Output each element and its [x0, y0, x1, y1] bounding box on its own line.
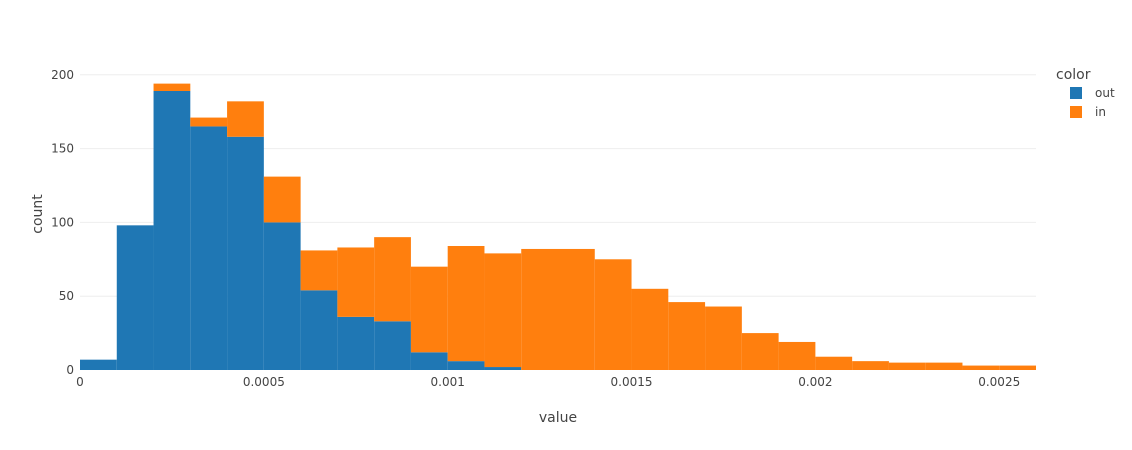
legend-swatch-in[interactable] — [1070, 106, 1082, 118]
bar-in-16[interactable] — [668, 302, 706, 370]
bar-out-0[interactable] — [80, 359, 117, 370]
bar-in-9[interactable] — [410, 266, 448, 353]
y-tick-label-1: 50 — [59, 289, 74, 303]
bar-in-14[interactable] — [594, 259, 632, 370]
x-tick-label-0: 0 — [76, 375, 84, 389]
legend-label-out[interactable]: out — [1095, 86, 1115, 100]
bar-in-6[interactable] — [300, 250, 338, 291]
bar-out-9[interactable] — [410, 352, 448, 370]
bar-in-21[interactable] — [852, 361, 889, 370]
bar-out-5[interactable] — [263, 222, 301, 370]
x-axis-title: value — [539, 410, 577, 426]
bar-out-3[interactable] — [190, 126, 228, 370]
bar-in-20[interactable] — [815, 356, 853, 370]
bar-in-22[interactable] — [888, 362, 926, 370]
bars — [80, 83, 1036, 370]
bar-in-3[interactable] — [190, 117, 228, 127]
legend[interactable]: color out in — [1056, 67, 1115, 119]
bar-in-23[interactable] — [925, 362, 963, 370]
bar-in-19[interactable] — [778, 341, 816, 370]
x-tick-label-3: 0.0015 — [611, 375, 653, 389]
bar-out-2[interactable] — [153, 91, 191, 370]
bar-out-6[interactable] — [300, 290, 338, 370]
y-axis-ticks: 0 50 100 150 200 — [51, 68, 74, 377]
bar-out-11[interactable] — [484, 367, 522, 370]
bar-in-5[interactable] — [263, 176, 301, 223]
x-axis-ticks: 0 0.0005 0.001 0.0015 0.002 0.0025 — [76, 375, 1020, 389]
bar-in-2[interactable] — [153, 83, 191, 91]
bar-in-4[interactable] — [227, 101, 264, 137]
bar-in-12[interactable] — [521, 248, 558, 370]
x-tick-label-1: 0.0005 — [243, 375, 285, 389]
bar-in-10[interactable] — [447, 246, 485, 362]
y-tick-label-2: 100 — [51, 215, 74, 229]
bar-out-4[interactable] — [227, 136, 264, 370]
x-tick-label-4: 0.002 — [798, 375, 832, 389]
y-tick-label-0: 0 — [66, 363, 74, 377]
x-tick-label-5: 0.0025 — [978, 375, 1020, 389]
bar-in-15[interactable] — [631, 288, 669, 370]
bar-in-8[interactable] — [374, 237, 411, 322]
x-tick-label-2: 0.001 — [431, 375, 465, 389]
legend-label-in[interactable]: in — [1095, 105, 1106, 119]
y-tick-label-4: 200 — [51, 68, 74, 82]
bar-in-7[interactable] — [337, 247, 375, 317]
bar-in-13[interactable] — [558, 248, 595, 370]
bar-in-11[interactable] — [484, 253, 522, 368]
bar-out-8[interactable] — [374, 321, 411, 370]
legend-swatch-out[interactable] — [1070, 87, 1082, 99]
legend-title: color — [1056, 67, 1091, 83]
y-tick-label-3: 150 — [51, 142, 74, 156]
bar-in-18[interactable] — [741, 333, 779, 370]
bar-in-24[interactable] — [962, 365, 1000, 370]
bar-out-10[interactable] — [447, 361, 485, 370]
bar-in-17[interactable] — [705, 306, 742, 370]
bar-in-25[interactable] — [999, 365, 1036, 370]
bar-out-1[interactable] — [116, 225, 154, 370]
y-axis-title: count — [30, 194, 46, 234]
bar-out-7[interactable] — [337, 316, 375, 370]
